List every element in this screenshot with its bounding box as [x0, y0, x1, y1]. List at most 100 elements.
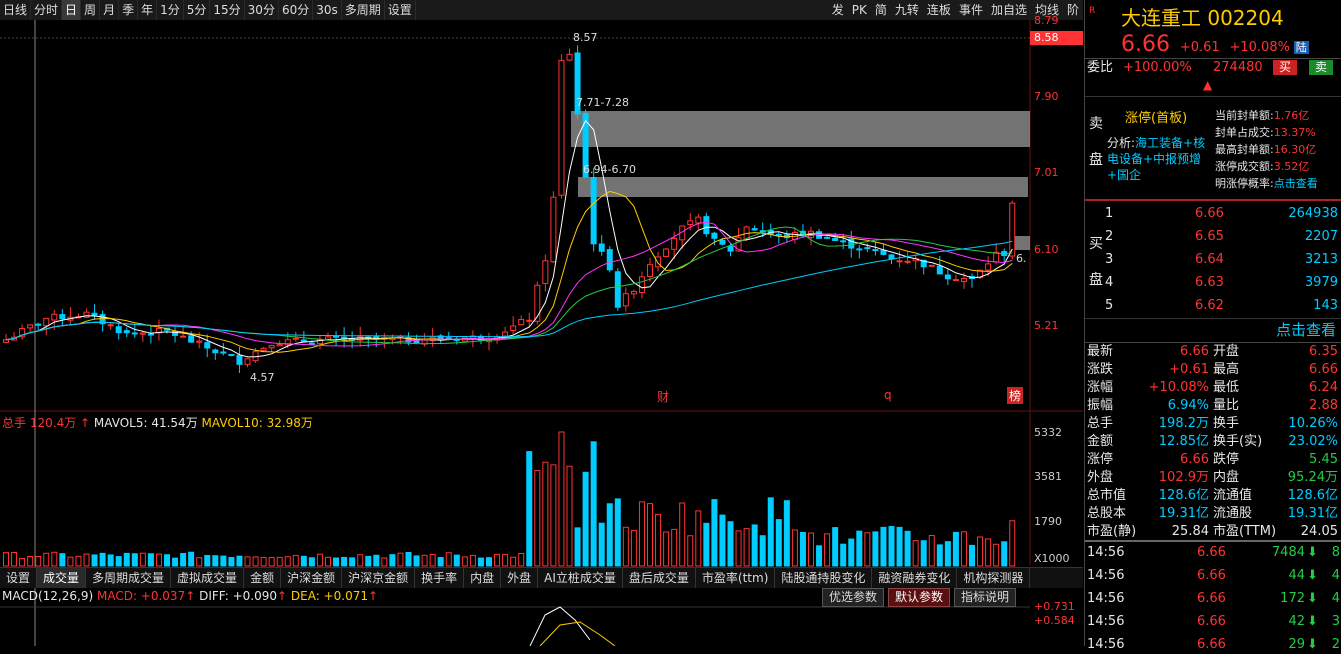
limit-stat-value[interactable]: 点击查看 — [1273, 177, 1318, 190]
volume-bar — [405, 551, 412, 567]
indicator-tab[interactable]: 成交量 — [37, 568, 87, 588]
quote-key: 换手(实) — [1213, 434, 1263, 449]
period-item[interactable]: 日线 — [0, 0, 32, 20]
period-item[interactable]: 多周期 — [342, 0, 385, 20]
price-axis-label: 7.90 — [1034, 90, 1059, 103]
bid-row[interactable]: 3 6.64 3213 — [1085, 251, 1341, 269]
toolbar-action[interactable]: 均线 — [1034, 3, 1059, 17]
buy-button[interactable]: 买 — [1273, 60, 1298, 75]
indicator-tab[interactable]: 虚拟成交量 — [171, 568, 245, 588]
quote-key: 开盘 — [1213, 344, 1240, 359]
quote-key: 最高 — [1213, 362, 1240, 377]
candle-body — [131, 332, 138, 335]
limit-stat-row: 最高封单额:16.30亿 — [1215, 141, 1341, 158]
indicator-tab[interactable]: 设置 — [0, 568, 38, 588]
quote-key: 外盘 — [1087, 470, 1114, 485]
indicator-tab[interactable]: 陆股通持股变化 — [775, 568, 873, 588]
optimize-params-button[interactable]: 优选参数 — [822, 588, 885, 607]
volume-axis-label: 3581 — [1034, 470, 1062, 483]
period-item[interactable]: 日 — [62, 0, 82, 20]
quote-key: 总股本 — [1087, 506, 1127, 521]
tick-list: 14:56 6.66 7484 ⬇ 8 14:56 6.66 44 ⬇ 4 14:56 6.66 172… — [1085, 540, 1341, 652]
period-item[interactable]: 设置 — [385, 0, 416, 20]
band-upper-label: 7.71-7.28 — [576, 96, 629, 109]
indicator-tab[interactable]: 沪深金额 — [281, 568, 343, 588]
period-item[interactable]: 15分 — [210, 0, 245, 20]
indicator-tab[interactable]: 换手率 — [415, 568, 465, 588]
bid-row[interactable]: 2 6.65 2207 — [1085, 228, 1341, 246]
kline-chart[interactable] — [0, 20, 1083, 646]
period-item[interactable]: 60分 — [279, 0, 314, 20]
indicator-tab[interactable]: 金额 — [244, 568, 282, 588]
candle-body — [35, 323, 42, 326]
event-marker[interactable]: q — [884, 388, 892, 402]
indicator-tab[interactable]: 盘后成交量 — [623, 568, 696, 588]
volume-bar — [574, 527, 581, 567]
sell-button[interactable]: 卖 — [1309, 60, 1334, 75]
quote-key: 流通值 — [1213, 488, 1253, 503]
indicator-help-button[interactable]: 指标说明 — [954, 588, 1017, 607]
analysis-text[interactable]: 海工装备+核电设备+中报预增+国企 — [1107, 136, 1206, 182]
collapse-arrow-icon[interactable]: ▲ — [1203, 78, 1213, 92]
period-item[interactable]: 30分 — [245, 0, 279, 20]
candle-body — [775, 233, 782, 236]
indicator-tab[interactable]: 多周期成交量 — [86, 568, 172, 588]
indicator-tab[interactable]: 融资融券变化 — [872, 568, 958, 588]
bid-row[interactable]: 4 6.63 3979 — [1085, 274, 1341, 292]
quote-value: 6.66 — [1180, 344, 1209, 359]
volume-bar — [51, 551, 58, 567]
period-item[interactable]: 30s — [313, 0, 342, 20]
toolbar-action[interactable]: PK — [851, 3, 867, 17]
toolbar-action[interactable]: 简 — [874, 3, 887, 17]
quote-value: 6.35 — [1309, 344, 1338, 359]
period-item[interactable]: 周 — [81, 0, 101, 20]
bid-price: 6.66 — [1195, 206, 1224, 221]
bid-price: 6.64 — [1195, 252, 1224, 267]
tick-row: 14:56 6.66 7484 ⬇ 8 — [1085, 544, 1341, 562]
toolbar-action[interactable]: 事件 — [958, 3, 983, 17]
volume-bar — [260, 556, 267, 567]
indicator-tab[interactable]: 机构探测器 — [957, 568, 1031, 588]
volume-bar — [445, 552, 452, 567]
indicator-tab[interactable]: AI立桩成交量 — [538, 568, 623, 588]
period-item[interactable]: 分时 — [31, 0, 63, 20]
limit-up-box: 卖 盘 涨停(首板) 分析:海工装备+核电设备+中报预增+国企 当前封单额:1.… — [1085, 96, 1341, 199]
period-item[interactable]: 月 — [100, 0, 120, 20]
indicator-tab[interactable]: 沪深京金额 — [342, 568, 416, 588]
candle-body — [502, 331, 509, 337]
quote-value: 6.94% — [1167, 398, 1209, 413]
analysis-block: 分析:海工装备+核电设备+中报预增+国企 — [1107, 135, 1215, 183]
default-params-button[interactable]: 默认参数 — [888, 588, 951, 607]
bid-row[interactable]: 5 6.62 143 — [1085, 297, 1341, 315]
tick-time: 14:56 — [1087, 637, 1125, 652]
indicator-tab[interactable]: 市盈率(ttm) — [696, 568, 776, 588]
limit-stat-value: 3.52亿 — [1273, 160, 1310, 173]
candle-body — [1009, 202, 1016, 257]
volume-bar — [880, 526, 887, 567]
toolbar-action[interactable]: 阶 — [1066, 3, 1079, 17]
candle-body — [606, 249, 613, 271]
finance-marker[interactable]: 财 — [657, 390, 670, 404]
period-item[interactable]: 1分 — [157, 0, 184, 20]
candle-body — [727, 245, 734, 252]
limit-stat-row: 明涨停概率:点击查看 — [1215, 175, 1341, 192]
candle-body — [220, 351, 227, 354]
volume-bar — [300, 555, 307, 567]
candle-body — [107, 324, 114, 327]
toolbar-action[interactable]: 九转 — [894, 3, 919, 17]
indicator-tab[interactable]: 外盘 — [501, 568, 539, 588]
volume-bar — [920, 540, 927, 567]
indicator-tab[interactable]: 内盘 — [464, 568, 502, 588]
toolbar-action[interactable]: 加自选 — [990, 3, 1027, 17]
toolbar-action[interactable]: 连板 — [926, 3, 951, 17]
period-item[interactable]: 季 — [119, 0, 139, 20]
stock-code: 002204 — [1207, 6, 1284, 30]
period-item[interactable]: 年 — [138, 0, 158, 20]
toolbar-action[interactable]: 发 — [831, 3, 844, 17]
period-item[interactable]: 5分 — [184, 0, 211, 20]
volume-bar — [936, 544, 943, 567]
dragon-tiger-marker[interactable]: 榜 — [1007, 387, 1024, 404]
view-details-link[interactable]: 点击查看 — [1085, 318, 1341, 341]
bid-row[interactable]: 1 6.66 264938 — [1085, 205, 1341, 223]
macd-header: MACD(12,26,9) MACD: +0.037↑ DIFF: +0.090… — [2, 589, 379, 603]
